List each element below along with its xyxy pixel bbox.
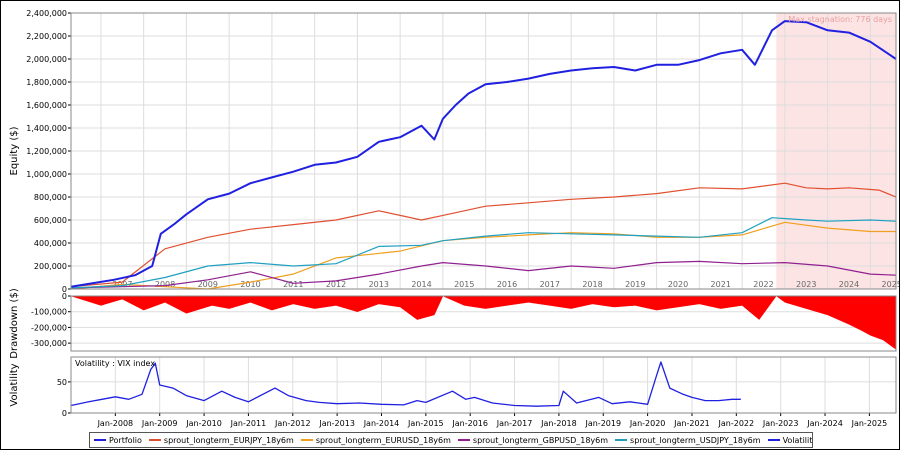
- date-label: Jan-2008: [97, 419, 134, 428]
- series-line-1: [70, 182, 897, 288]
- date-label: Jan-2015: [407, 419, 444, 428]
- equity-y-tick-label: 1,200,000: [26, 147, 67, 156]
- equity-y-tick-label: 200,000: [34, 262, 67, 271]
- equity-y-tick-label: 2,000,000: [26, 55, 67, 64]
- year-label: 2021: [711, 280, 731, 289]
- equity-y-tick-label: 1,000,000: [26, 170, 67, 179]
- stagnation-annotation: Max stagnation: 776 days: [788, 15, 892, 24]
- equity-y-tick-label: 600,000: [34, 216, 67, 225]
- volatility-panel: Jan-2008 Jan-2009 Jan-2010 Jan-2011 Jan-2012…: [9, 356, 897, 428]
- date-label: Jan-2024: [806, 419, 843, 428]
- volatility-y-tick-label: 50: [57, 378, 67, 387]
- drawdown-y-tick-label: -200,000: [31, 323, 67, 332]
- legend-item: sprout_longterm_USDJPY_18y6m: [615, 436, 761, 445]
- volatility-y-tick-label: 0: [62, 409, 67, 418]
- equity-y-tick-label: 1,600,000: [26, 101, 67, 110]
- legend-item: sprout_longterm_GBPUSD_18y6m: [457, 435, 609, 445]
- volatility-y-axis-label: Volatility: [9, 363, 20, 406]
- volatility-plot-border: [70, 356, 897, 414]
- series-line-4: [70, 217, 897, 289]
- date-label: Jan-2023: [762, 419, 799, 428]
- legend-label: sprout_longterm_USDJPY_18y6m: [630, 435, 761, 445]
- year-label: 2020: [668, 280, 688, 289]
- equity-plot-border: [70, 12, 897, 290]
- year-label: 2010: [240, 280, 260, 289]
- year-label: 2015: [454, 280, 474, 289]
- legend-item: Volatility: [767, 435, 813, 445]
- drawdown-plot-border: [70, 295, 897, 352]
- equity-y-tick-label: 2,200,000: [26, 32, 67, 41]
- date-label: Jan-2020: [629, 419, 666, 428]
- year-label: 2022: [753, 280, 773, 289]
- equity-y-tick-label: 800,000: [34, 193, 67, 202]
- volatility-line: [70, 361, 741, 407]
- drawdown-y-axis-label: Drawdown ($): [9, 288, 20, 359]
- legend-label: sprout_longterm_GBPUSD_18y6m: [472, 435, 609, 445]
- series-line-2: [70, 221, 896, 290]
- legend-swatch: [767, 439, 780, 441]
- date-label: Jan-2014: [363, 419, 400, 428]
- date-label: Jan-2011: [230, 419, 267, 428]
- legend-label: Volatility: [782, 435, 813, 445]
- year-label: 2018: [582, 280, 602, 289]
- legend-label: Portfolio: [109, 435, 142, 445]
- year-label: 2008: [155, 280, 175, 289]
- date-label: Jan-2013: [318, 419, 355, 428]
- date-label: Jan-2022: [718, 419, 755, 428]
- volatility-plot-area: [71, 357, 896, 413]
- legend-label: sprout_longterm_EURUSD_18y6m: [315, 435, 451, 445]
- legend-swatch: [148, 439, 161, 441]
- date-label: Jan-2018: [540, 419, 577, 428]
- drawdown-panel: 0 -100,000 -200,000 -300,000 Drawdown ($): [9, 288, 897, 359]
- date-label: Jan-2010: [185, 419, 222, 428]
- year-label: 2012: [326, 280, 346, 289]
- volatility-title: Volatility : VIX index: [75, 359, 155, 368]
- year-label: 2019: [625, 280, 645, 289]
- equity-y-tick-label: 400,000: [34, 239, 67, 248]
- equity-y-axis-label: Equity ($): [9, 126, 20, 175]
- year-label: 2023: [796, 280, 816, 289]
- chart-legend: Portfolio sprout_longterm_EURJPY_18y6m spr…: [89, 432, 813, 448]
- legend-item: sprout_longterm_EURUSD_18y6m: [300, 435, 451, 445]
- year-label: 2014: [411, 280, 431, 289]
- date-label: Jan-2016: [451, 419, 488, 428]
- drawdown-area: [70, 295, 897, 350]
- legend-swatch: [300, 439, 313, 441]
- drawdown-y-tick-label: 0: [62, 292, 67, 301]
- date-label: Jan-2019: [584, 419, 621, 428]
- legend-item: sprout_longterm_EURJPY_18y6m: [148, 435, 294, 445]
- equity-y-tick-label: 0: [62, 285, 67, 294]
- chart-canvas: 2007 2008 2009 2010 2011 2012 2013 2014 2015 2016…: [9, 9, 900, 428]
- year-label: 2024: [839, 280, 859, 289]
- legend-label: sprout_longterm_EURJPY_18y6m: [163, 435, 294, 445]
- legend-swatch: [94, 439, 106, 441]
- date-label: Jan-2009: [141, 419, 178, 428]
- year-label: 2013: [369, 280, 389, 289]
- year-label: 2009: [198, 280, 218, 289]
- equity-y-tick-label: 1,400,000: [26, 124, 67, 133]
- year-label: 2025: [882, 280, 899, 289]
- series-line-3: [70, 260, 897, 289]
- legend-item: Portfolio: [94, 436, 142, 445]
- legend-swatch: [615, 439, 628, 441]
- year-label: 2011: [283, 280, 303, 289]
- date-label: Jan-2021: [673, 419, 710, 428]
- date-label: Jan-2017: [496, 419, 533, 428]
- year-label: 2017: [540, 280, 560, 289]
- drawdown-y-tick-label: -300,000: [31, 339, 67, 348]
- date-label: Jan-2012: [274, 419, 311, 428]
- legend-swatch: [457, 439, 470, 441]
- series-line-0: [70, 20, 897, 288]
- year-label: 2016: [497, 280, 517, 289]
- equity-panel: 2007 2008 2009 2010 2011 2012 2013 2014 2015 2016…: [9, 9, 900, 294]
- equity-y-tick-label: 2,400,000: [26, 9, 67, 18]
- equity-y-tick-label: 1,800,000: [26, 78, 67, 87]
- date-label: Jan-2025: [851, 419, 888, 428]
- drawdown-y-tick-label: -100,000: [31, 308, 67, 317]
